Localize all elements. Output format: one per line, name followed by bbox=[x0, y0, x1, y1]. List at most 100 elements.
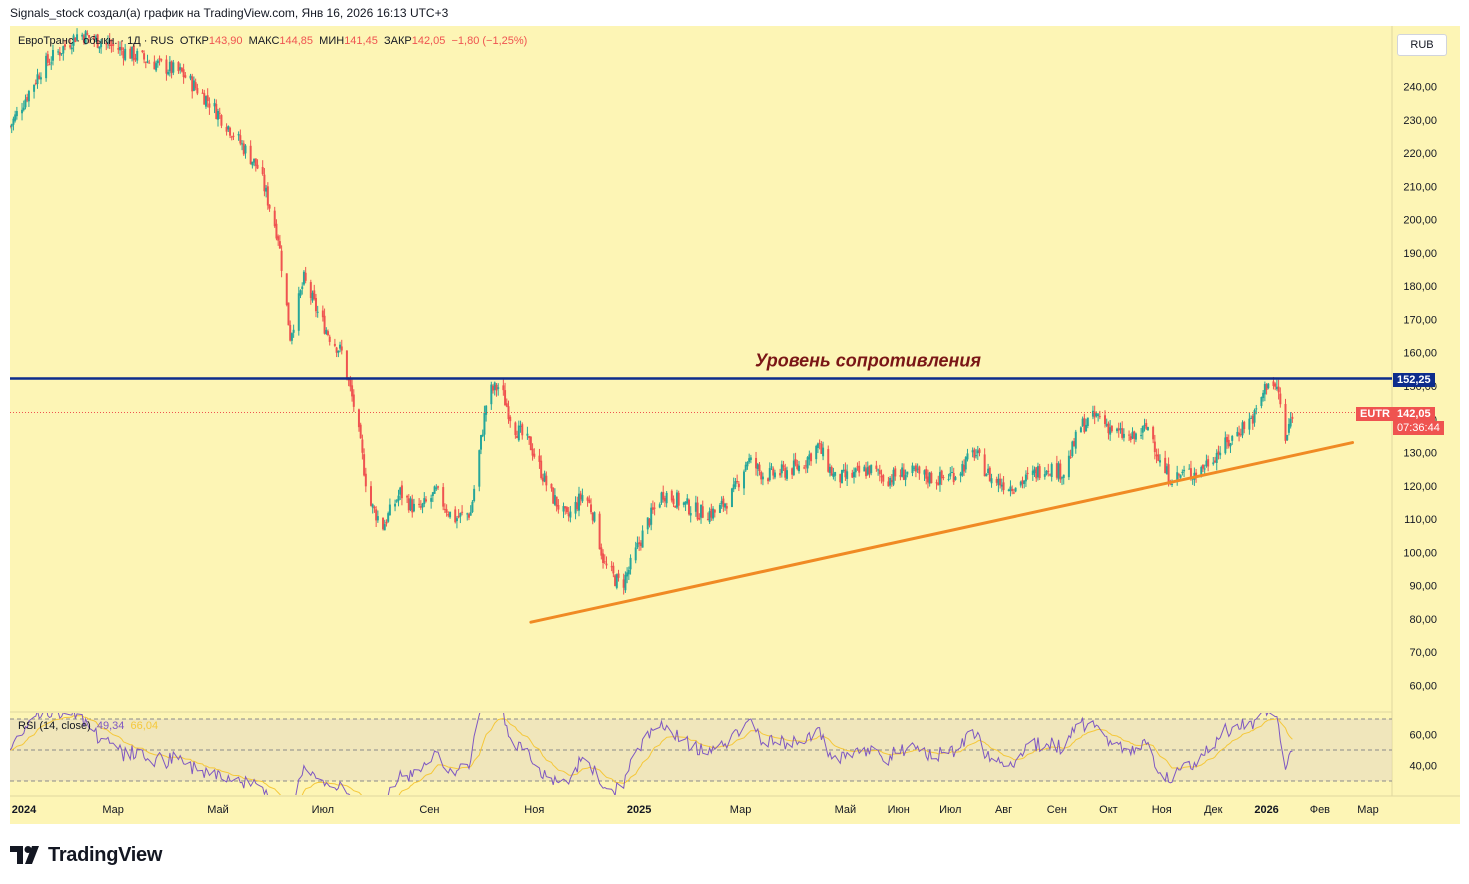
candle-body bbox=[1121, 428, 1124, 438]
candle-body bbox=[375, 509, 378, 521]
candle-body bbox=[622, 579, 625, 588]
candle-body bbox=[309, 282, 312, 299]
candle-body bbox=[1047, 470, 1050, 472]
candle-body bbox=[682, 502, 685, 505]
candle-body bbox=[327, 331, 330, 336]
candle-body bbox=[866, 467, 869, 475]
candle-body bbox=[106, 41, 109, 44]
candle-body bbox=[1050, 464, 1053, 477]
candle-body bbox=[84, 31, 87, 45]
candle-body bbox=[593, 512, 596, 522]
candle-body bbox=[736, 481, 739, 483]
candle-body bbox=[437, 486, 440, 488]
candle-body bbox=[443, 508, 446, 510]
candle-body bbox=[675, 492, 678, 508]
time-tick-label: 2025 bbox=[627, 804, 651, 816]
candle-body bbox=[791, 468, 794, 475]
candle-body bbox=[237, 133, 240, 136]
candle-body bbox=[1110, 425, 1113, 432]
rsi-label[interactable]: RSI (14, close) bbox=[18, 720, 91, 732]
candle-body bbox=[1241, 422, 1244, 436]
candle-body bbox=[120, 47, 123, 51]
candle-body bbox=[325, 329, 328, 335]
candle-body bbox=[1007, 489, 1010, 492]
candle-body bbox=[937, 482, 940, 486]
candle-body bbox=[454, 509, 457, 523]
candle-body bbox=[423, 498, 426, 505]
candle-body bbox=[916, 468, 919, 470]
candle-body bbox=[335, 347, 338, 353]
candle-body bbox=[24, 99, 27, 108]
candle-body bbox=[263, 174, 266, 192]
candle-body bbox=[1229, 443, 1232, 447]
candle-body bbox=[96, 34, 99, 48]
candle-body bbox=[901, 467, 904, 477]
symbol-name[interactable]: ЕвроТранс · обыкн. · 1Д · RUS bbox=[18, 35, 174, 47]
currency-button[interactable]: RUB bbox=[1397, 34, 1447, 56]
candle-body bbox=[1260, 397, 1263, 406]
candle-body bbox=[86, 33, 89, 35]
candle-body bbox=[1140, 435, 1143, 437]
candle-body bbox=[504, 390, 507, 406]
candle-body bbox=[194, 82, 197, 89]
candle-body bbox=[1152, 426, 1155, 440]
candle-body bbox=[954, 477, 957, 480]
candle-body bbox=[732, 484, 735, 490]
time-tick-label: Мар bbox=[102, 804, 124, 816]
candle-body bbox=[653, 507, 656, 509]
candle-body bbox=[553, 495, 556, 505]
candle-body bbox=[485, 405, 488, 415]
candle-body bbox=[641, 530, 644, 548]
close-label: ЗАКР bbox=[383, 35, 412, 47]
candle-body bbox=[117, 48, 120, 50]
candle-body bbox=[304, 272, 307, 281]
price-tick-label: 120,00 bbox=[1403, 481, 1437, 493]
candle-body bbox=[938, 472, 941, 485]
candle-body bbox=[1128, 434, 1131, 436]
candle-body bbox=[1239, 434, 1242, 436]
candle-body bbox=[287, 302, 290, 326]
candle-body bbox=[1201, 465, 1204, 469]
candle-body bbox=[1279, 393, 1282, 405]
chart-pane[interactable] bbox=[10, 26, 1460, 824]
candle-body bbox=[1164, 457, 1167, 474]
candle-body bbox=[1117, 428, 1120, 431]
candle-body bbox=[942, 477, 945, 479]
candle-body bbox=[706, 519, 709, 521]
candle-body bbox=[564, 506, 567, 509]
candle-body bbox=[1036, 466, 1039, 478]
candle-body bbox=[887, 481, 890, 487]
candle-body bbox=[376, 516, 379, 521]
rsi-value: 49,34 bbox=[96, 720, 125, 732]
candle-body bbox=[311, 292, 314, 301]
candle-body bbox=[531, 448, 534, 456]
candle-body bbox=[51, 50, 54, 61]
candle-body bbox=[694, 502, 697, 512]
candle-body bbox=[710, 508, 713, 518]
candle-body bbox=[854, 468, 857, 473]
candle-body bbox=[792, 460, 795, 475]
candle-body bbox=[712, 508, 715, 519]
candle-body bbox=[146, 61, 149, 63]
time-tick-label: Дек bbox=[1204, 804, 1223, 816]
candle-body bbox=[521, 424, 524, 436]
candle-body bbox=[870, 464, 873, 474]
candle-body bbox=[1002, 482, 1005, 491]
candle-body bbox=[48, 64, 51, 66]
candle-body bbox=[155, 63, 158, 71]
candle-body bbox=[143, 53, 146, 60]
candle-body bbox=[1146, 427, 1149, 431]
candle-body bbox=[713, 509, 716, 513]
candle-body bbox=[461, 511, 464, 513]
tradingview-brand[interactable]: TradingView bbox=[10, 842, 162, 868]
candle-body bbox=[141, 50, 144, 52]
candle-body bbox=[550, 483, 553, 489]
candle-body bbox=[471, 501, 474, 512]
candle-body bbox=[457, 515, 460, 518]
candle-body bbox=[119, 46, 122, 51]
candle-body bbox=[983, 454, 986, 477]
chart-attribution: Signals_stock создал(а) график на Tradin… bbox=[10, 6, 449, 20]
candle-body bbox=[1119, 428, 1122, 430]
price-tick-label: 60,00 bbox=[1409, 680, 1437, 692]
